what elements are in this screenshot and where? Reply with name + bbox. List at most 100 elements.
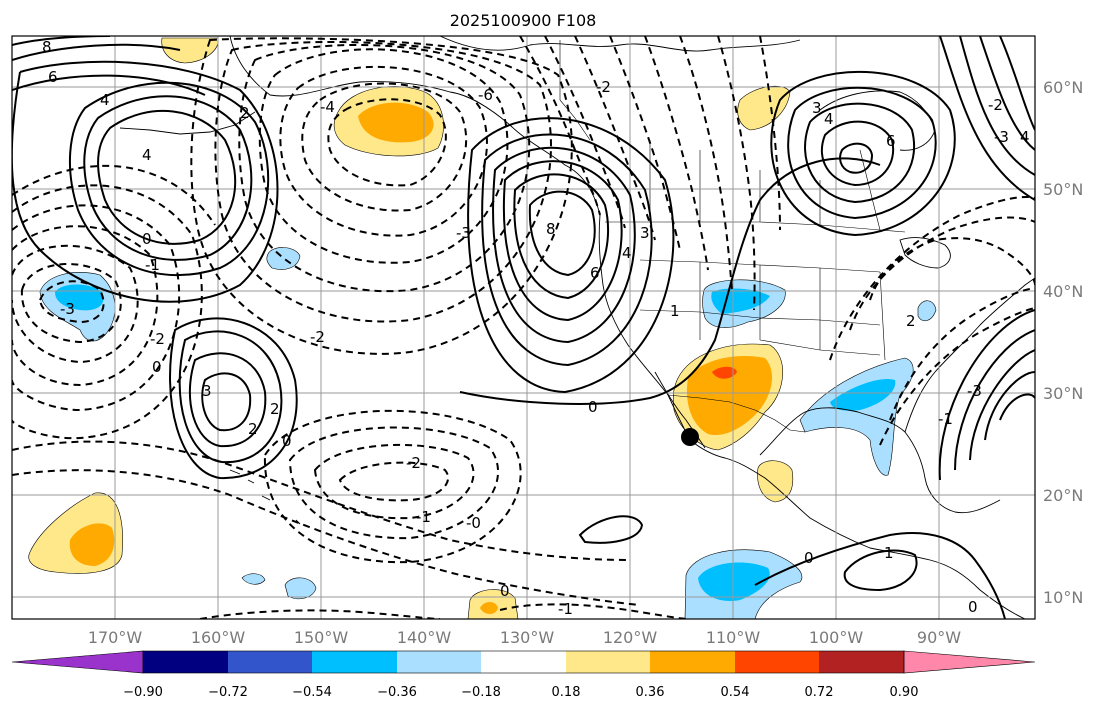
colorbar-swatch <box>228 651 312 673</box>
coastlines <box>119 36 1035 619</box>
contour-label: -3 <box>456 224 471 242</box>
lon-label: 110°W <box>706 628 761 647</box>
contour-label: 2 <box>248 420 258 438</box>
colorbar: −0.90 −0.72 −0.54 −0.36 −0.18 0.18 0.36 … <box>11 650 1036 700</box>
contour-label: -0 <box>466 514 481 532</box>
colorbar-swatch <box>650 651 735 673</box>
contour-label: -1 <box>416 508 431 526</box>
contour-label: -3 <box>60 300 75 318</box>
colorbar-swatch <box>566 651 650 673</box>
location-marker <box>681 428 699 446</box>
colorbar-swatch <box>481 651 566 673</box>
contour-labels: 8 6 4 4 2 0 -1 -3 -2 0 3 2 2 0 -4 -3 -6 … <box>42 38 1030 618</box>
border-us-mexico <box>667 394 806 433</box>
colorbar-swatch <box>312 651 397 673</box>
contour-label: 2 <box>270 400 280 418</box>
warm-anomaly-southwest-core <box>686 356 773 436</box>
colorbar-tick: 0.90 <box>890 685 919 700</box>
longitude-labels: 170°W 160°W 150°W 140°W 130°W 120°W 110°… <box>88 628 961 647</box>
colorbar-extension-low <box>11 650 144 674</box>
coastline-hawaii-chain <box>229 469 301 525</box>
colorbar-frame <box>142 650 905 674</box>
contour-label: 2 <box>240 104 250 122</box>
contour-label: -6 <box>478 86 493 104</box>
lat-label: 20°N <box>1043 486 1083 505</box>
contour-label: 8 <box>546 220 556 238</box>
coastline-west-us <box>598 214 1026 619</box>
contour-label: 3 <box>202 382 212 400</box>
contour-label: 0 <box>142 230 152 248</box>
coastline-hudson <box>819 90 936 151</box>
latitude-labels: 60°N 50°N 40°N 30°N 20°N 10°N <box>1043 78 1083 607</box>
colorbar-tick: 0.72 <box>805 685 834 700</box>
lon-label: 130°W <box>500 628 555 647</box>
contour-label: -2 <box>596 78 611 96</box>
contour-label: 4 <box>142 146 152 164</box>
lat-label: 40°N <box>1043 282 1083 301</box>
contour-label: 1 <box>670 302 680 320</box>
warm-anomaly-south-core <box>480 602 498 614</box>
contour-label: 0 <box>500 582 510 600</box>
colorbar-extension-high <box>903 650 1036 674</box>
cold-anomaly-mid <box>284 577 317 600</box>
contour-label: 8 <box>42 38 52 56</box>
contour-label: 0 <box>968 598 978 616</box>
cold-anomaly-rockies-core <box>711 288 770 314</box>
colorbar-tick: −0.36 <box>377 685 417 700</box>
lon-label: 150°W <box>294 628 349 647</box>
contour-label: 4 <box>824 110 834 128</box>
negative-contours <box>12 36 1035 619</box>
warm-anomaly-hawaii-sw-core <box>69 523 115 566</box>
map-plot-area: 8 6 4 4 2 0 -1 -3 -2 0 3 2 2 0 -4 -3 -6 … <box>12 36 1035 619</box>
contour-label: -2 <box>406 454 421 472</box>
contour-label: 6 <box>590 264 600 282</box>
contour-label: 0 <box>152 358 162 376</box>
contour-label: 1 <box>884 544 894 562</box>
lon-label: 140°W <box>397 628 452 647</box>
contour-label: -1 <box>145 256 160 274</box>
contour-label: 3 <box>812 99 822 117</box>
contour-label: 0 <box>804 549 814 567</box>
cold-anomaly-east <box>917 300 937 322</box>
contour-label: 6 <box>48 68 58 86</box>
contour-label: 6 <box>886 132 896 150</box>
colorbar-swatch <box>397 651 481 673</box>
contour-label: -1 <box>938 410 953 428</box>
contour-label: 4 <box>622 244 632 262</box>
colorbar-tick: −0.54 <box>292 685 332 700</box>
colorbar-tick: 0.18 <box>552 685 581 700</box>
coastline-arctic <box>439 36 801 52</box>
coastline-east-us <box>904 277 1035 433</box>
contour-label: -2 <box>310 328 325 346</box>
contour-label: -4 <box>320 98 335 116</box>
border-states-1 <box>639 259 886 361</box>
cold-anomaly-small <box>266 247 301 270</box>
lat-label: 60°N <box>1043 78 1083 97</box>
cold-anomaly-gulf-core <box>830 379 896 411</box>
lat-label: 50°N <box>1043 180 1083 199</box>
contour-label: 4 <box>1020 128 1030 146</box>
contour-label: 3 <box>640 224 650 242</box>
lat-label: 30°N <box>1043 384 1083 403</box>
warm-anomaly-nw <box>161 37 219 64</box>
contour-label: 0 <box>282 432 292 450</box>
lon-label: 170°W <box>88 628 143 647</box>
colorbar-swatches <box>11 650 1036 674</box>
coastline-aleutians <box>119 111 256 135</box>
border-canada-provinces <box>649 140 881 231</box>
contour-label: 2 <box>906 312 916 330</box>
lon-label: 100°W <box>809 628 864 647</box>
contour-label: -1 <box>558 600 573 618</box>
colorbar-swatch <box>735 651 819 673</box>
colorbar-tick: −0.18 <box>461 685 501 700</box>
coastline-alaska <box>229 36 601 216</box>
cold-anomaly-mid2 <box>241 573 266 585</box>
map-frame <box>11 35 1036 620</box>
colorbar-tick: −0.90 <box>123 685 163 700</box>
contour-label: -2 <box>988 96 1003 114</box>
colorbar-tick: −0.72 <box>208 685 248 700</box>
colorbar-tick: 0.54 <box>721 685 750 700</box>
lon-label: 160°W <box>191 628 246 647</box>
map-title: 2025100900 F108 <box>450 11 597 30</box>
